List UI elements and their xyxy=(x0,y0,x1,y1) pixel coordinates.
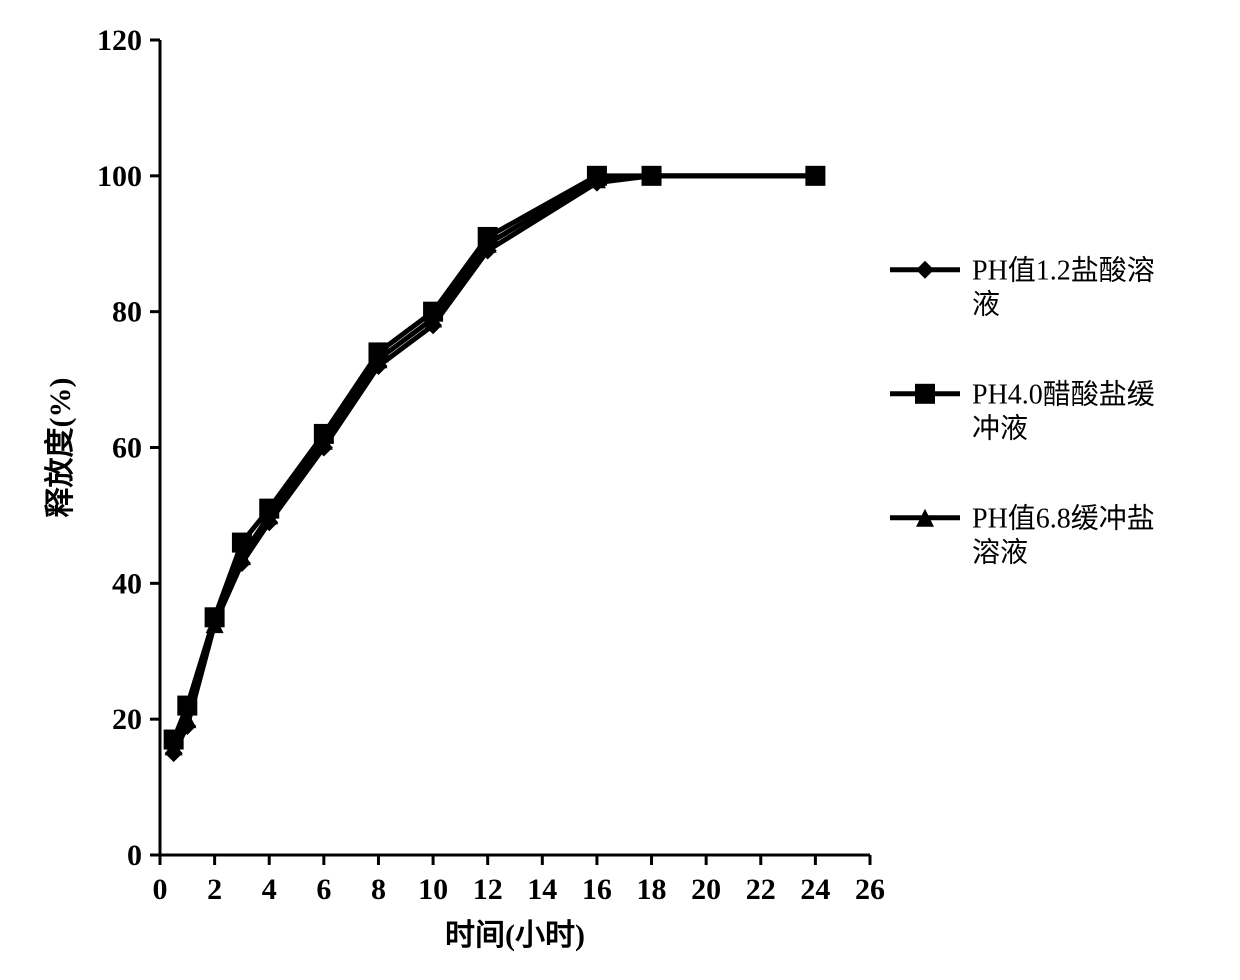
svg-text:120: 120 xyxy=(97,24,142,57)
y-axis-label: 释放度(%) xyxy=(44,378,77,518)
svg-text:液: 液 xyxy=(972,289,1000,321)
chart-svg: 02468101214161820222426时间(小时)02040608010… xyxy=(0,0,1240,975)
svg-text:60: 60 xyxy=(112,432,142,465)
svg-text:100: 100 xyxy=(97,160,142,193)
x-axis-label: 时间(小时) xyxy=(445,919,585,952)
svg-text:14: 14 xyxy=(527,873,557,906)
svg-text:22: 22 xyxy=(746,873,776,906)
svg-text:40: 40 xyxy=(112,567,142,600)
svg-text:8: 8 xyxy=(371,873,386,906)
svg-text:6: 6 xyxy=(316,873,331,906)
svg-text:2: 2 xyxy=(207,873,222,906)
line-chart: 02468101214161820222426时间(小时)02040608010… xyxy=(0,0,1240,980)
svg-text:PH值1.2盐酸溶: PH值1.2盐酸溶 xyxy=(972,255,1155,287)
svg-text:80: 80 xyxy=(112,296,142,329)
svg-text:10: 10 xyxy=(418,873,448,906)
svg-text:26: 26 xyxy=(855,873,885,906)
svg-text:20: 20 xyxy=(112,703,142,736)
svg-text:4: 4 xyxy=(262,873,277,906)
svg-text:冲液: 冲液 xyxy=(972,413,1028,445)
svg-text:0: 0 xyxy=(153,873,168,906)
svg-text:20: 20 xyxy=(691,873,721,906)
svg-text:16: 16 xyxy=(582,873,612,906)
svg-text:PH值6.8缓冲盐: PH值6.8缓冲盐 xyxy=(972,503,1155,535)
svg-text:24: 24 xyxy=(800,873,830,906)
svg-text:PH4.0醋酸盐缓: PH4.0醋酸盐缓 xyxy=(972,379,1155,411)
svg-text:溶液: 溶液 xyxy=(972,537,1028,569)
svg-text:18: 18 xyxy=(637,873,667,906)
svg-text:12: 12 xyxy=(473,873,503,906)
svg-text:0: 0 xyxy=(127,839,142,872)
